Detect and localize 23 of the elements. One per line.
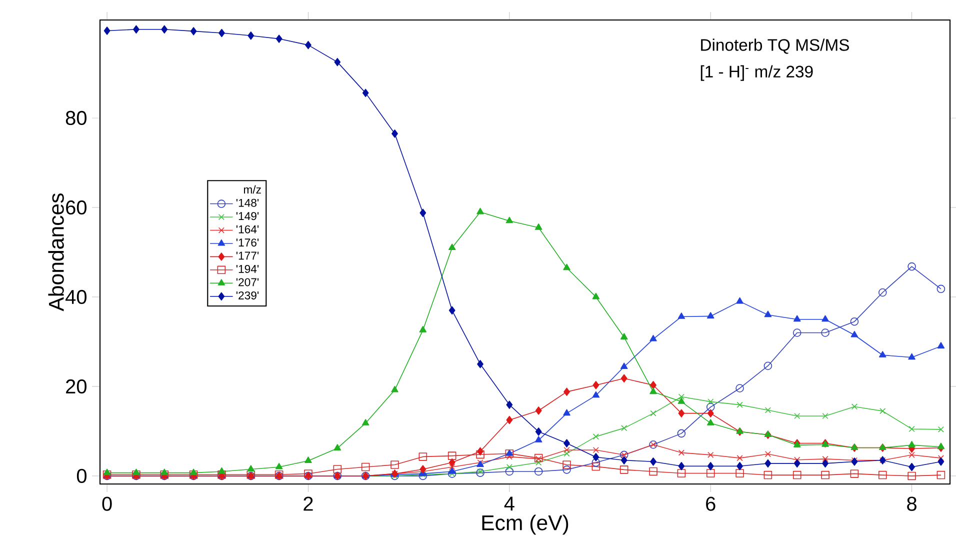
legend-label: '207' bbox=[236, 278, 259, 286]
annotation: Dinoterb TQ MS/MS bbox=[701, 38, 849, 54]
y-axis-title: Abondances bbox=[48, 193, 64, 312]
x-tick-label: 2 bbox=[304, 496, 313, 511]
legend-label: '176' bbox=[236, 238, 259, 247]
y-tick-label: 20 bbox=[66, 379, 86, 394]
x-tick-label: 4 bbox=[504, 496, 514, 510]
legend-label: '164' bbox=[236, 225, 259, 234]
y-tick-label: 0 bbox=[76, 468, 86, 484]
legend-label: '177' bbox=[236, 252, 259, 260]
legend-label: '148' bbox=[236, 198, 259, 207]
x-axis-title: Ecm (eV) bbox=[482, 514, 568, 535]
y-tick-label: 40 bbox=[66, 290, 86, 304]
y-tick-label: 80 bbox=[66, 110, 86, 126]
x-tick-label: 6 bbox=[706, 496, 716, 511]
x-tick-label: 0 bbox=[102, 496, 112, 511]
legend-label: '149' bbox=[236, 212, 259, 220]
annotation: [1 - H]$^{-}$ m/z 239 bbox=[700, 65, 813, 81]
x-tick-label: 8 bbox=[907, 496, 916, 511]
legend-title: m/z bbox=[244, 185, 261, 194]
legend-label: '194' bbox=[236, 264, 259, 273]
y-tick-label: 60 bbox=[66, 200, 86, 215]
legend-label: '239' bbox=[236, 291, 259, 300]
